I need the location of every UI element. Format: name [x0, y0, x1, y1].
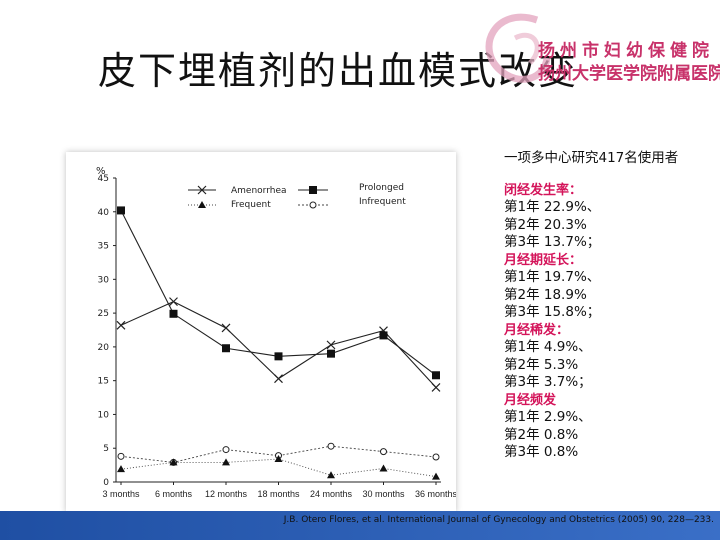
data-point-frequent [117, 465, 125, 473]
data-point-amenorrhea [221, 323, 231, 333]
data-point-prolonged [117, 206, 125, 215]
x-tick-label: 3 months [102, 489, 140, 499]
legend-marker-amenorrhea [197, 185, 207, 195]
data-point-amenorrhea [274, 374, 283, 384]
section-line: 第3年 15.8%； [504, 304, 601, 320]
data-point-amenorrhea [326, 340, 336, 350]
y-tick-label: 40 [98, 208, 110, 218]
section-heading: 月经期延长： [504, 252, 583, 268]
section-line: 第1年 22.9%、 [504, 199, 601, 215]
section-line: 第1年 2.9%、 [504, 409, 592, 425]
data-point-frequent [169, 458, 178, 466]
series-line-prolonged [120, 210, 437, 376]
bleeding-pattern-chart: % 0 5 10 15 20 25 30 35 40 45 3 months 6 months 12 mo… [66, 152, 458, 512]
data-point-prolonged [379, 331, 388, 340]
data-point-amenorrhea [116, 320, 126, 330]
legend-label-infrequent: Infrequent [359, 197, 406, 207]
study-sections: 闭经发生率： 第1年 22.9%、 第2年 20.3% 第3年 13.7%； 月经期延长… [504, 182, 704, 462]
x-tick-label: 30 months [362, 489, 405, 499]
footer-bar: J.B. Otero Flores, et al. International … [0, 511, 720, 540]
y-tick-label: 35 [98, 242, 109, 252]
data-point-frequent [379, 464, 388, 472]
data-point-prolonged [274, 352, 283, 361]
x-tick-label: 12 months [205, 489, 248, 499]
data-point-infrequent [380, 448, 387, 456]
section-heading: 闭经发生率： [504, 182, 583, 198]
y-tick-label: 15 [98, 377, 109, 387]
hospital-logo-icon [485, 13, 551, 83]
data-point-prolonged [432, 371, 440, 380]
legend-marker-infrequent [309, 201, 317, 209]
legend-marker-prolonged [309, 186, 317, 194]
data-point-infrequent [432, 453, 440, 461]
citation: J.B. Otero Flores, et al. International … [283, 515, 714, 525]
legend-marker-frequent [198, 201, 206, 208]
data-point-frequent [327, 471, 335, 479]
data-point-infrequent [117, 452, 125, 460]
series-line-amenorrhea [120, 301, 437, 388]
data-point-infrequent [222, 446, 230, 454]
data-point-frequent [222, 458, 230, 466]
section-heading: 月经稀发： [504, 322, 570, 338]
y-tick-label: 10 [98, 410, 110, 420]
y-tick-label: 20 [98, 343, 110, 353]
section-line: 第2年 20.3% [504, 216, 587, 233]
section-line: 第2年 18.9% [504, 286, 587, 303]
data-point-prolonged [222, 344, 230, 353]
hospital-affiliation: 扬州大学医学院附属医院 [538, 64, 720, 84]
y-tick-label: 0 [103, 478, 109, 488]
legend-label-frequent: Frequent [231, 200, 271, 210]
section-line: 第2年 5.3% [504, 356, 579, 373]
data-point-infrequent [327, 442, 335, 450]
y-tick-label: 30 [98, 275, 110, 285]
data-point-amenorrhea [431, 382, 441, 392]
data-point-prolonged [327, 349, 335, 358]
y-axis-label: % [96, 166, 106, 177]
x-tick-label: 36 months [415, 489, 456, 499]
legend-label-amenorrhea: Amenorrhea [231, 186, 287, 196]
chart-svg: % 0 5 10 15 20 25 30 35 40 45 3 months 6 months 12 mo… [96, 166, 458, 499]
hospital-name: 扬州市妇幼保健院 [538, 41, 714, 61]
y-tick-label: 25 [98, 309, 109, 319]
y-tick-label: 45 [98, 174, 109, 184]
data-point-prolonged [169, 309, 178, 318]
section-line: 第2年 0.8% [504, 426, 579, 443]
x-tick-label: 6 months [155, 489, 193, 499]
legend-label-prolonged: Prolonged [359, 183, 404, 193]
section-heading: 月经频发 [504, 392, 557, 408]
section-line: 第1年 19.7%、 [504, 269, 601, 285]
x-tick-label: 24 months [310, 489, 353, 499]
data-point-frequent [432, 472, 440, 480]
section-line: 第3年 3.7%； [504, 374, 592, 390]
study-summary: 一项多中心研究417名使用者 闭经发生率： 第1年 22.9%、 第2年 20.3%… [504, 150, 704, 462]
y-tick-label: 5 [103, 444, 109, 454]
data-point-frequent [274, 455, 283, 463]
section-line: 第3年 0.8% [504, 444, 579, 460]
data-point-amenorrhea [169, 297, 178, 307]
section-line: 第1年 4.9%、 [504, 339, 592, 355]
x-tick-label: 18 months [257, 489, 300, 499]
section-line: 第3年 13.7%； [504, 234, 601, 250]
study-intro: 一项多中心研究417名使用者 [504, 150, 679, 166]
